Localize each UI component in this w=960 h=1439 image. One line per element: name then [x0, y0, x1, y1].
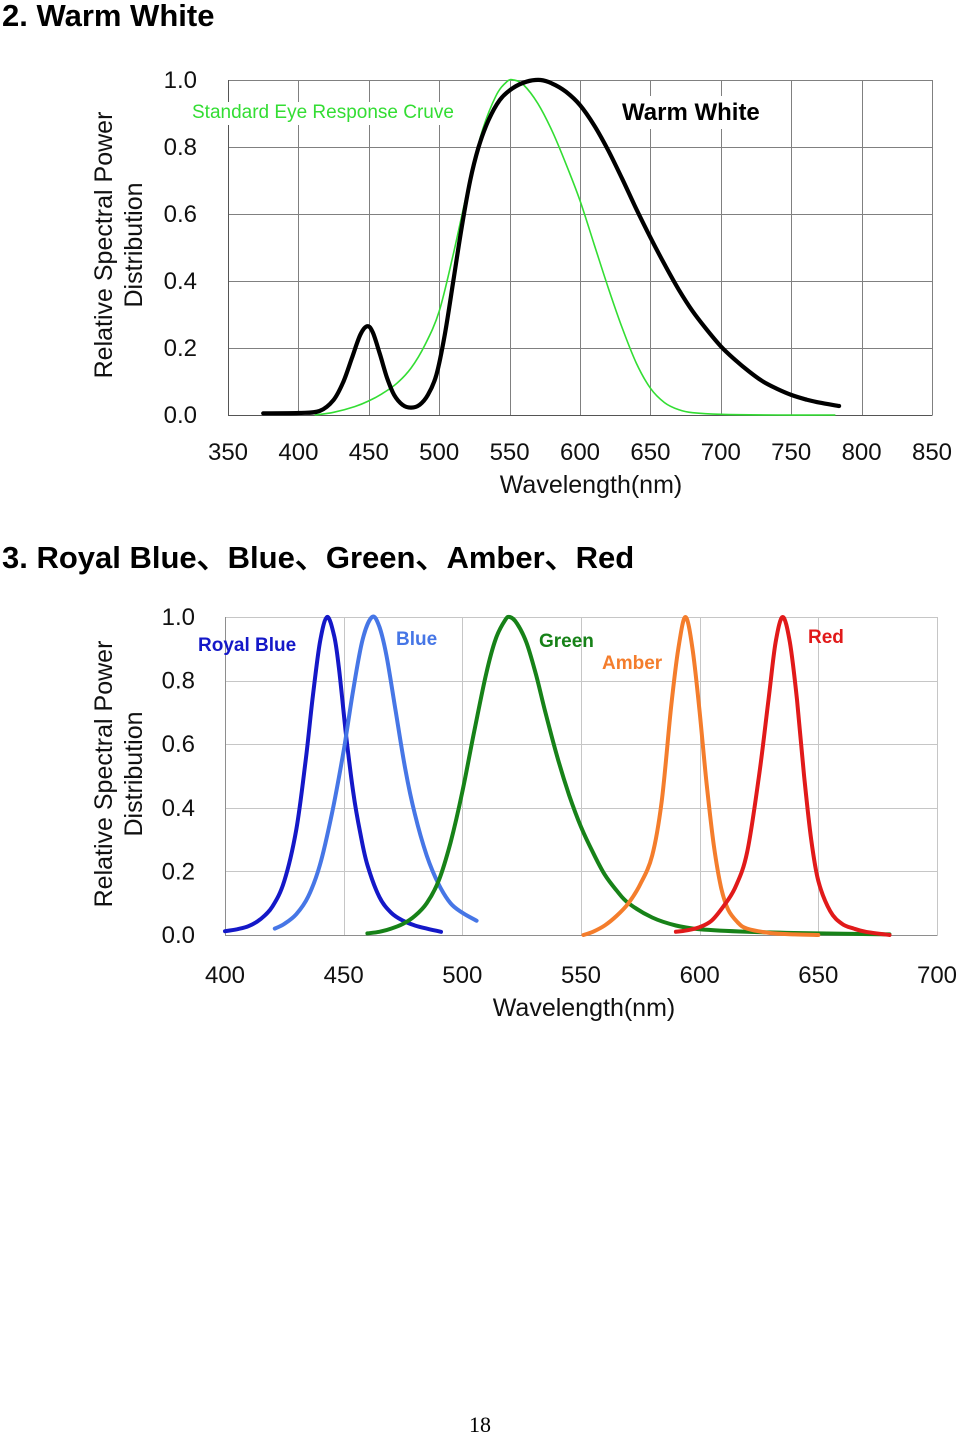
y-tick-label: 0.2 [162, 858, 195, 885]
section-heading-warm-white: 2. Warm White [2, 0, 215, 33]
x-tick-label: 600 [560, 439, 600, 466]
y-tick-label: 0.4 [162, 795, 195, 822]
x-tick-label: 700 [917, 962, 957, 989]
color-led-spectrum-chart: 400 450 500 550 600 650 700 0.0 0.2 0.4 0.6 0.8 1.0 W… [90, 604, 957, 1022]
x-tick-label: 600 [680, 962, 720, 989]
x-tick-label: 450 [324, 962, 364, 989]
series-label-green: Green [539, 631, 594, 652]
series-label-royal-blue: Royal Blue [198, 635, 296, 656]
x-axis-label: Wavelength(nm) [500, 471, 682, 499]
y-axis-label: Relative Spectral Power [90, 641, 118, 908]
series-label-amber: Amber [602, 653, 663, 674]
y-tick-label: 0.4 [164, 268, 197, 295]
y-tick-label: 0.0 [164, 402, 197, 429]
x-tick-label: 700 [701, 439, 741, 466]
series-line-amber [581, 615, 821, 937]
y-tick-label: 1.0 [162, 604, 195, 631]
series-label-background [612, 96, 774, 129]
y-tick-label: 0.6 [162, 731, 195, 758]
y-tick-label: 0.2 [164, 335, 197, 362]
x-tick-label: 350 [208, 439, 248, 466]
series-line-standard-eye-response-cruve [314, 78, 836, 416]
series-label-red: Red [808, 627, 844, 648]
series-line-red [673, 615, 892, 937]
series-line-royal-blue [223, 615, 443, 934]
series-label-standard-eye-response-cruve: Standard Eye Response Cruve [192, 102, 454, 123]
y-axis-label: Relative Spectral Power [90, 112, 118, 379]
y-tick-label: 0.8 [164, 134, 197, 161]
y-tick-label: 0.8 [162, 668, 195, 695]
y-tick-label: 1.0 [164, 67, 197, 94]
x-tick-label: 450 [349, 439, 389, 466]
y-tick-label: 0.0 [162, 922, 195, 949]
y-axis-label: Distribution [120, 182, 148, 307]
x-tick-label: 650 [630, 439, 670, 466]
x-tick-label: 850 [912, 439, 952, 466]
x-tick-label: 650 [798, 962, 838, 989]
warm-white-spectrum-chart: 350 400 450 500 550 600 650 700 750 800 850 0.0 0.2 0… [90, 67, 952, 499]
x-axis-label: Wavelength(nm) [493, 994, 675, 1022]
x-tick-label: 750 [771, 439, 811, 466]
y-axis-label: Distribution [120, 711, 148, 836]
series-line-green [365, 614, 892, 937]
series-line-warm-white [261, 77, 842, 416]
section-heading-color-leds: 3. Royal Blue、Blue、Green、Amber、Red [2, 540, 635, 575]
page-number: 18 [469, 1412, 491, 1437]
series-label-background [188, 102, 472, 125]
grid [228, 80, 933, 416]
x-tick-label: 800 [842, 439, 882, 466]
x-tick-label: 550 [490, 439, 530, 466]
series-label-warm-white: Warm White [622, 99, 760, 126]
series-label-blue: Blue [396, 629, 437, 650]
x-tick-label: 400 [278, 439, 318, 466]
x-tick-label: 500 [442, 962, 482, 989]
x-tick-label: 500 [419, 439, 459, 466]
grid [225, 617, 938, 936]
y-tick-label: 0.6 [164, 201, 197, 228]
x-tick-label: 550 [561, 962, 601, 989]
x-tick-label: 400 [205, 962, 245, 989]
